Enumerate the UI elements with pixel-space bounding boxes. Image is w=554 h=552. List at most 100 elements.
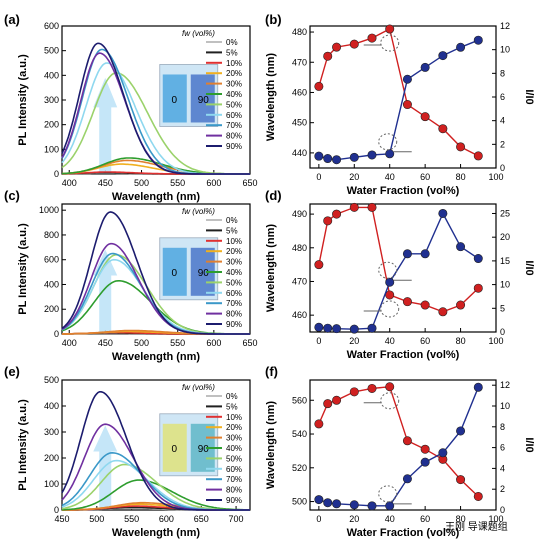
y2-tick-label-f: 10 [500, 401, 510, 411]
legend-label-c: 80% [226, 310, 242, 319]
data-point-d-right [323, 323, 333, 333]
series-line-f-right [318, 387, 479, 507]
data-point-b-right [332, 155, 342, 165]
data-point-b-right [385, 149, 395, 159]
cuvette-left-label-c: 0 [171, 268, 177, 279]
x-tick-label-e: 500 [89, 514, 104, 524]
data-point-d-right [332, 324, 342, 334]
legend-label-a: 40% [226, 90, 242, 99]
x-tick-label-c: 500 [134, 338, 149, 348]
legend-label-c: 60% [226, 289, 242, 298]
chart-e: 450 500 550 600 650 700 0 100 200 300 400 500 Wavele… [17, 375, 251, 539]
y-tick-label-a: 0 [54, 169, 59, 179]
series-line-d-left [318, 206, 479, 313]
x-tick-label-d: 60 [420, 336, 430, 346]
data-point-d-left [456, 300, 466, 310]
y-tick-label-b: 480 [292, 27, 307, 37]
data-point-d-right [385, 277, 395, 287]
data-point-f-right [367, 501, 377, 511]
x-tick-label-d: 100 [488, 336, 503, 346]
x-tick-label-b: 80 [456, 172, 466, 182]
panel-label-f: (f) [265, 364, 278, 379]
data-point-f-right [438, 448, 448, 458]
y-tick-label-c: 200 [44, 304, 59, 314]
data-point-f-right [420, 457, 430, 467]
data-point-f-right [456, 426, 466, 436]
panel-label-b: (b) [265, 12, 282, 27]
legend-label-c: 40% [226, 268, 242, 277]
y-tick-label-a: 600 [44, 21, 59, 31]
x-tick-label-a: 400 [62, 178, 77, 188]
data-point-d-left [367, 202, 377, 212]
y2-tick-label-b: 4 [500, 116, 505, 126]
cuvette-left-e [162, 423, 187, 472]
legend-label-a: 20% [226, 69, 242, 78]
data-point-d-left [473, 283, 483, 293]
y-axis-label-a: PL Intensity (a.u.) [17, 54, 29, 146]
y-axis-label-b: Wavelength (nm) [265, 53, 277, 142]
y-tick-label-a: 200 [44, 120, 59, 130]
y-tick-label-c: 600 [44, 255, 59, 265]
x-tick-label-a: 550 [170, 178, 185, 188]
data-point-f-left [349, 387, 359, 397]
data-point-f-right [385, 501, 395, 511]
y-tick-label-d: 490 [292, 209, 307, 219]
y-tick-label-c: 1000 [39, 205, 59, 215]
data-point-f-right [332, 499, 342, 509]
data-point-b-right [473, 35, 483, 45]
increase-arrow-a [93, 77, 118, 172]
legend-label-c: 90% [226, 320, 242, 329]
y-tick-label-b: 450 [292, 118, 307, 128]
x-tick-label-e: 450 [54, 514, 69, 524]
data-point-f-left [323, 399, 333, 409]
y-tick-label-f: 540 [292, 429, 307, 439]
legend-title-c: fw (vol%) [182, 207, 215, 216]
legend-label-e: 20% [226, 423, 242, 432]
data-point-d-right [438, 208, 448, 218]
x-tick-label-b: 20 [349, 172, 359, 182]
data-point-b-right [438, 51, 448, 61]
spectrum-line-c-90pct [61, 211, 250, 335]
x-tick-label-a: 650 [242, 178, 257, 188]
data-point-d-left [402, 297, 412, 307]
data-point-b-left [402, 100, 412, 110]
highlight-ellipse-b [380, 34, 400, 52]
legend-label-c: 20% [226, 247, 242, 256]
legend-label-e: 80% [226, 486, 242, 495]
y-tick-label-f: 560 [292, 395, 307, 405]
series-line-b-right [318, 39, 479, 161]
cuvette-left-label-e: 0 [171, 444, 177, 455]
legend-label-c: 30% [226, 258, 242, 267]
watermark: 王刚 导课题组 [445, 520, 508, 533]
series-line-f-left [318, 386, 479, 498]
legend-label-e: 0% [226, 392, 238, 401]
plot-frame-f [309, 379, 497, 511]
y2-tick-label-b: 2 [500, 139, 505, 149]
x-axis-label-b: Water Fraction (vol%) [347, 185, 460, 197]
data-point-f-right [323, 498, 333, 508]
x-axis-label-d: Water Fraction (vol%) [347, 349, 460, 361]
data-point-b-right [349, 152, 359, 162]
y-tick-label-f: 520 [292, 463, 307, 473]
data-point-d-right [314, 322, 324, 332]
x-tick-label-d: 80 [456, 336, 466, 346]
y-axis-label-c: PL Intensity (a.u.) [17, 223, 29, 315]
data-point-d-right [402, 249, 412, 259]
data-point-f-left [367, 383, 377, 393]
data-point-b-left [323, 51, 333, 61]
highlight-ellipse-d [378, 261, 398, 279]
data-point-d-left [438, 307, 448, 317]
legend-label-a: 0% [226, 38, 238, 47]
y-tick-label-c: 800 [44, 230, 59, 240]
legend-label-a: 5% [226, 48, 238, 57]
y-tick-label-d: 470 [292, 276, 307, 286]
data-point-d-right [349, 324, 359, 334]
data-point-b-left [420, 112, 430, 122]
data-point-b-right [456, 42, 466, 52]
highlight-ellipse-b [378, 133, 398, 151]
data-point-f-left [332, 395, 342, 405]
x-tick-label-a: 450 [98, 178, 113, 188]
x-tick-label-e: 550 [124, 514, 139, 524]
highlight-ellipse-f [378, 485, 398, 503]
